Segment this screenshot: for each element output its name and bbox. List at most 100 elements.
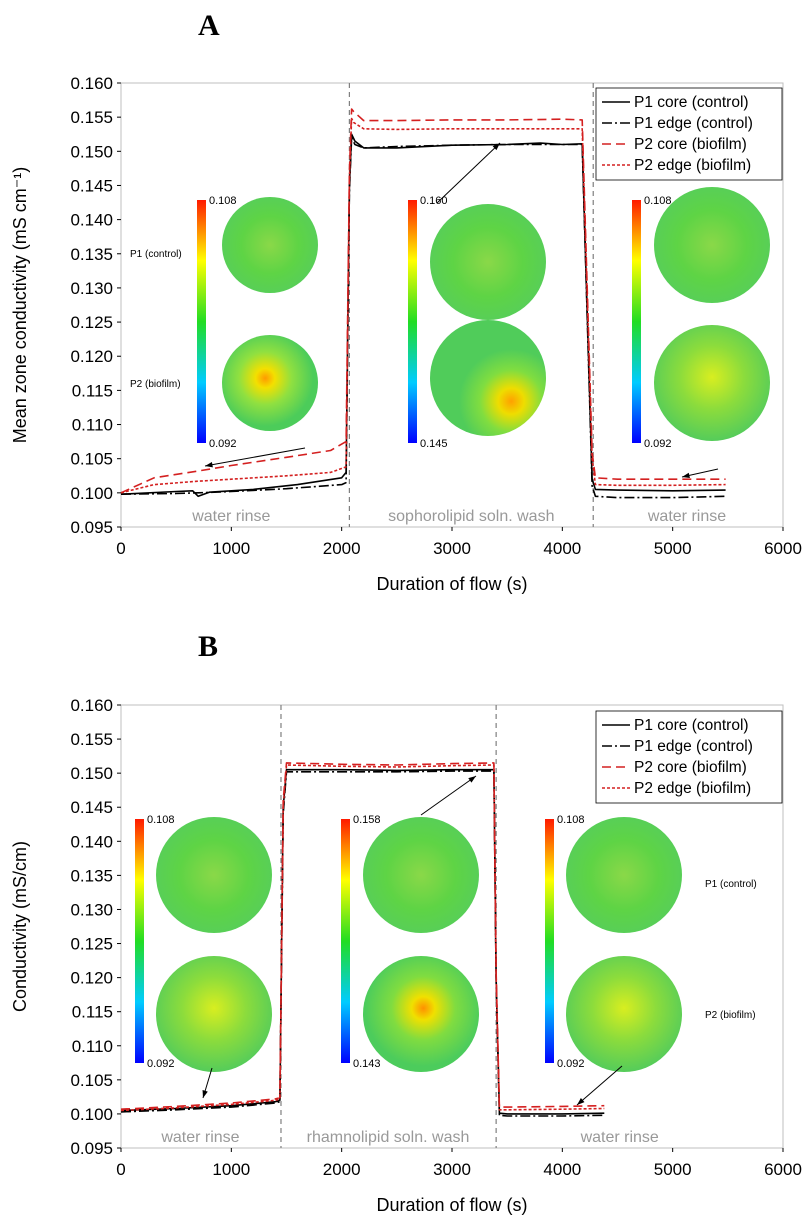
legend-label-4: P2 edge (biofilm) <box>634 780 751 797</box>
y-tick-label: 0.140 <box>70 211 113 230</box>
colorbar <box>408 200 417 443</box>
row-label-control: P1 (control) <box>130 249 182 260</box>
annotation-arrowhead <box>468 776 476 783</box>
y-tick-label: 0.145 <box>70 176 113 195</box>
colorbar-min-label: 0.092 <box>644 438 672 450</box>
panel-letter-a: A <box>198 9 220 42</box>
legend-label-3: P2 core (biofilm) <box>634 136 747 153</box>
colorbar-min-label: 0.143 <box>353 1058 381 1070</box>
colorbar <box>197 200 206 443</box>
x-tick-label: 1000 <box>212 539 250 558</box>
conductivity-map-biofilm <box>654 325 770 441</box>
y-tick-label: 0.110 <box>72 1037 113 1056</box>
y-tick-label: 0.120 <box>70 347 113 366</box>
phase-label: water rinse <box>191 508 270 525</box>
x-tick-label: 3000 <box>433 539 471 558</box>
y-axis-title: Conductivity (mS/cm) <box>10 841 30 1012</box>
y-tick-label: 0.135 <box>70 866 113 885</box>
x-tick-label: 0 <box>116 1160 125 1179</box>
x-tick-label: 6000 <box>764 539 802 558</box>
y-tick-label: 0.155 <box>70 108 113 127</box>
series-line-2 <box>120 136 726 499</box>
panel-letter-b: B <box>198 630 218 663</box>
y-tick-label: 0.130 <box>70 279 113 298</box>
y-tick-label: 0.160 <box>70 74 113 93</box>
conductivity-map-control <box>156 817 272 933</box>
y-tick-label: 0.160 <box>70 696 113 715</box>
annotation-arrowhead <box>577 1098 585 1105</box>
y-tick-label: 0.150 <box>70 142 113 161</box>
y-tick-label: 0.155 <box>70 730 113 749</box>
y-tick-label: 0.095 <box>70 518 113 537</box>
x-tick-label: 5000 <box>654 1160 692 1179</box>
row-label-biofilm: P2 (biofilm) <box>130 379 181 390</box>
x-axis-title: Duration of flow (s) <box>376 574 527 594</box>
conductivity-map-control <box>363 817 479 933</box>
colorbar-min-label: 0.092 <box>557 1058 585 1070</box>
series-line-3 <box>120 762 605 1110</box>
colorbar <box>545 819 554 1063</box>
series-line-4 <box>120 764 605 1112</box>
x-tick-label: 5000 <box>654 539 692 558</box>
colorbar <box>135 819 144 1063</box>
colorbar-min-label: 0.092 <box>209 438 237 450</box>
phase-label: water rinse <box>580 1129 659 1146</box>
phase-label: water rinse <box>647 508 726 525</box>
annotation-arrowhead <box>202 1090 208 1098</box>
y-tick-label: 0.140 <box>70 832 113 851</box>
y-tick-label: 0.150 <box>70 764 113 783</box>
y-tick-label: 0.125 <box>70 935 113 954</box>
annotation-arrow <box>204 447 306 467</box>
annotation-arrow <box>576 1065 623 1106</box>
phase-label: sophorolipid soln. wash <box>388 508 554 525</box>
x-tick-label: 4000 <box>543 539 581 558</box>
panel-a: 0.108 0.092 P1 (control) P2 (biofilm) 0.160 0… <box>10 74 802 594</box>
legend-label-1: P1 core (control) <box>634 94 749 111</box>
colorbar-max-label: 0.158 <box>353 814 381 826</box>
colorbar-max-label: 0.108 <box>557 814 585 826</box>
colorbar-max-label: 0.108 <box>147 814 175 826</box>
colorbar <box>341 819 350 1063</box>
x-tick-label: 0 <box>116 539 125 558</box>
x-tick-label: 1000 <box>212 1160 250 1179</box>
phase-label: water rinse <box>160 1129 239 1146</box>
y-tick-label: 0.115 <box>72 381 113 400</box>
panel-b: 0.108 0.092 0.158 0.143 0.108 0.092 P1 (contro… <box>10 696 802 1215</box>
y-tick-label: 0.115 <box>72 1003 113 1022</box>
colorbar-max-label: 0.108 <box>209 195 237 207</box>
x-axis-title: Duration of flow (s) <box>376 1195 527 1215</box>
annotation-arrow <box>420 775 477 816</box>
legend-label-2: P1 edge (control) <box>634 738 753 755</box>
annotation-arrow <box>436 142 501 204</box>
y-tick-label: 0.110 <box>72 416 113 435</box>
y-tick-label: 0.100 <box>70 1105 113 1124</box>
conductivity-map-control <box>430 204 546 320</box>
x-tick-label: 2000 <box>323 1160 361 1179</box>
legend-label-1: P1 core (control) <box>634 717 749 734</box>
y-tick-label: 0.130 <box>70 900 113 919</box>
conductivity-map-control <box>566 817 682 933</box>
conductivity-map-biofilm <box>566 956 682 1072</box>
y-tick-label: 0.100 <box>70 484 113 503</box>
conductivity-map-control <box>654 187 770 303</box>
series-line-3 <box>120 108 726 494</box>
x-tick-label: 2000 <box>323 539 361 558</box>
series-line-4 <box>120 117 726 494</box>
phase-label: rhamnolipid soln. wash <box>307 1129 470 1146</box>
y-tick-label: 0.105 <box>70 450 113 469</box>
legend-label-3: P2 core (biofilm) <box>634 759 747 776</box>
annotation-arrowhead <box>205 461 213 468</box>
colorbar <box>632 200 641 443</box>
colorbar-max-label: 0.108 <box>644 195 672 207</box>
legend-label-2: P1 edge (control) <box>634 115 753 132</box>
y-tick-label: 0.135 <box>70 245 113 264</box>
y-tick-label: 0.105 <box>70 1071 113 1090</box>
conductivity-map-biofilm <box>222 335 318 431</box>
conductivity-map-biofilm <box>430 320 546 436</box>
y-tick-label: 0.095 <box>70 1139 113 1158</box>
colorbar-min-label: 0.092 <box>147 1058 175 1070</box>
conductivity-map-biofilm <box>156 956 272 1072</box>
x-tick-label: 6000 <box>764 1160 802 1179</box>
y-tick-label: 0.125 <box>70 313 113 332</box>
